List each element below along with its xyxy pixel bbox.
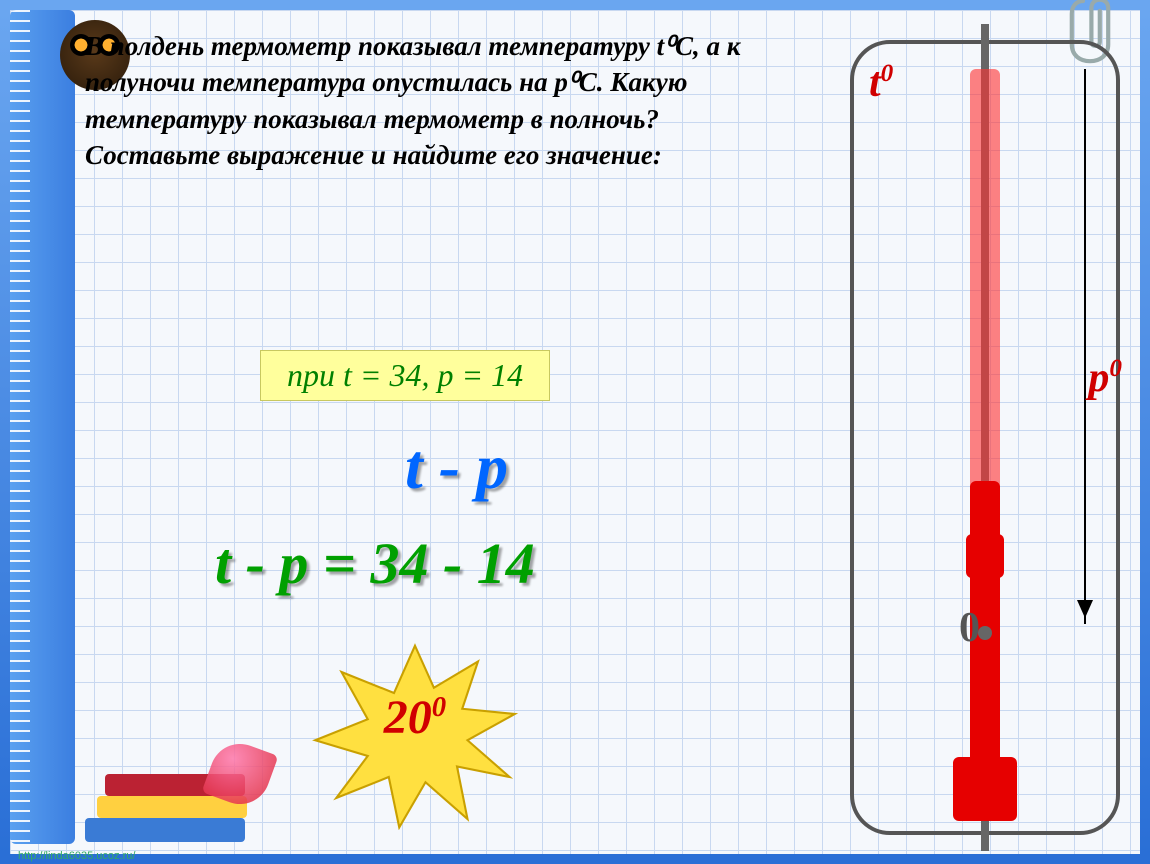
given-values: при t = 34, p = 14	[260, 350, 550, 401]
thermo-tip	[966, 534, 1004, 578]
t0-label: t0	[869, 59, 893, 107]
formula-long: t - p = 34 - 14	[215, 530, 535, 597]
p0-label: p0	[1088, 354, 1122, 402]
decrease-arrow	[1084, 69, 1086, 624]
zero-point	[978, 626, 992, 640]
thermometer: t0 p0 0	[850, 40, 1120, 835]
answer-value: 200	[330, 690, 500, 745]
thermo-bulb	[953, 757, 1017, 821]
footer-url: http://linda6035.ucoz.ru/	[18, 850, 135, 862]
formula-short: t - p	[405, 430, 508, 504]
zero-label: 0	[959, 604, 980, 652]
problem-text: В полдень термометр показывал температур…	[85, 28, 775, 174]
ruler-decor	[10, 10, 75, 844]
